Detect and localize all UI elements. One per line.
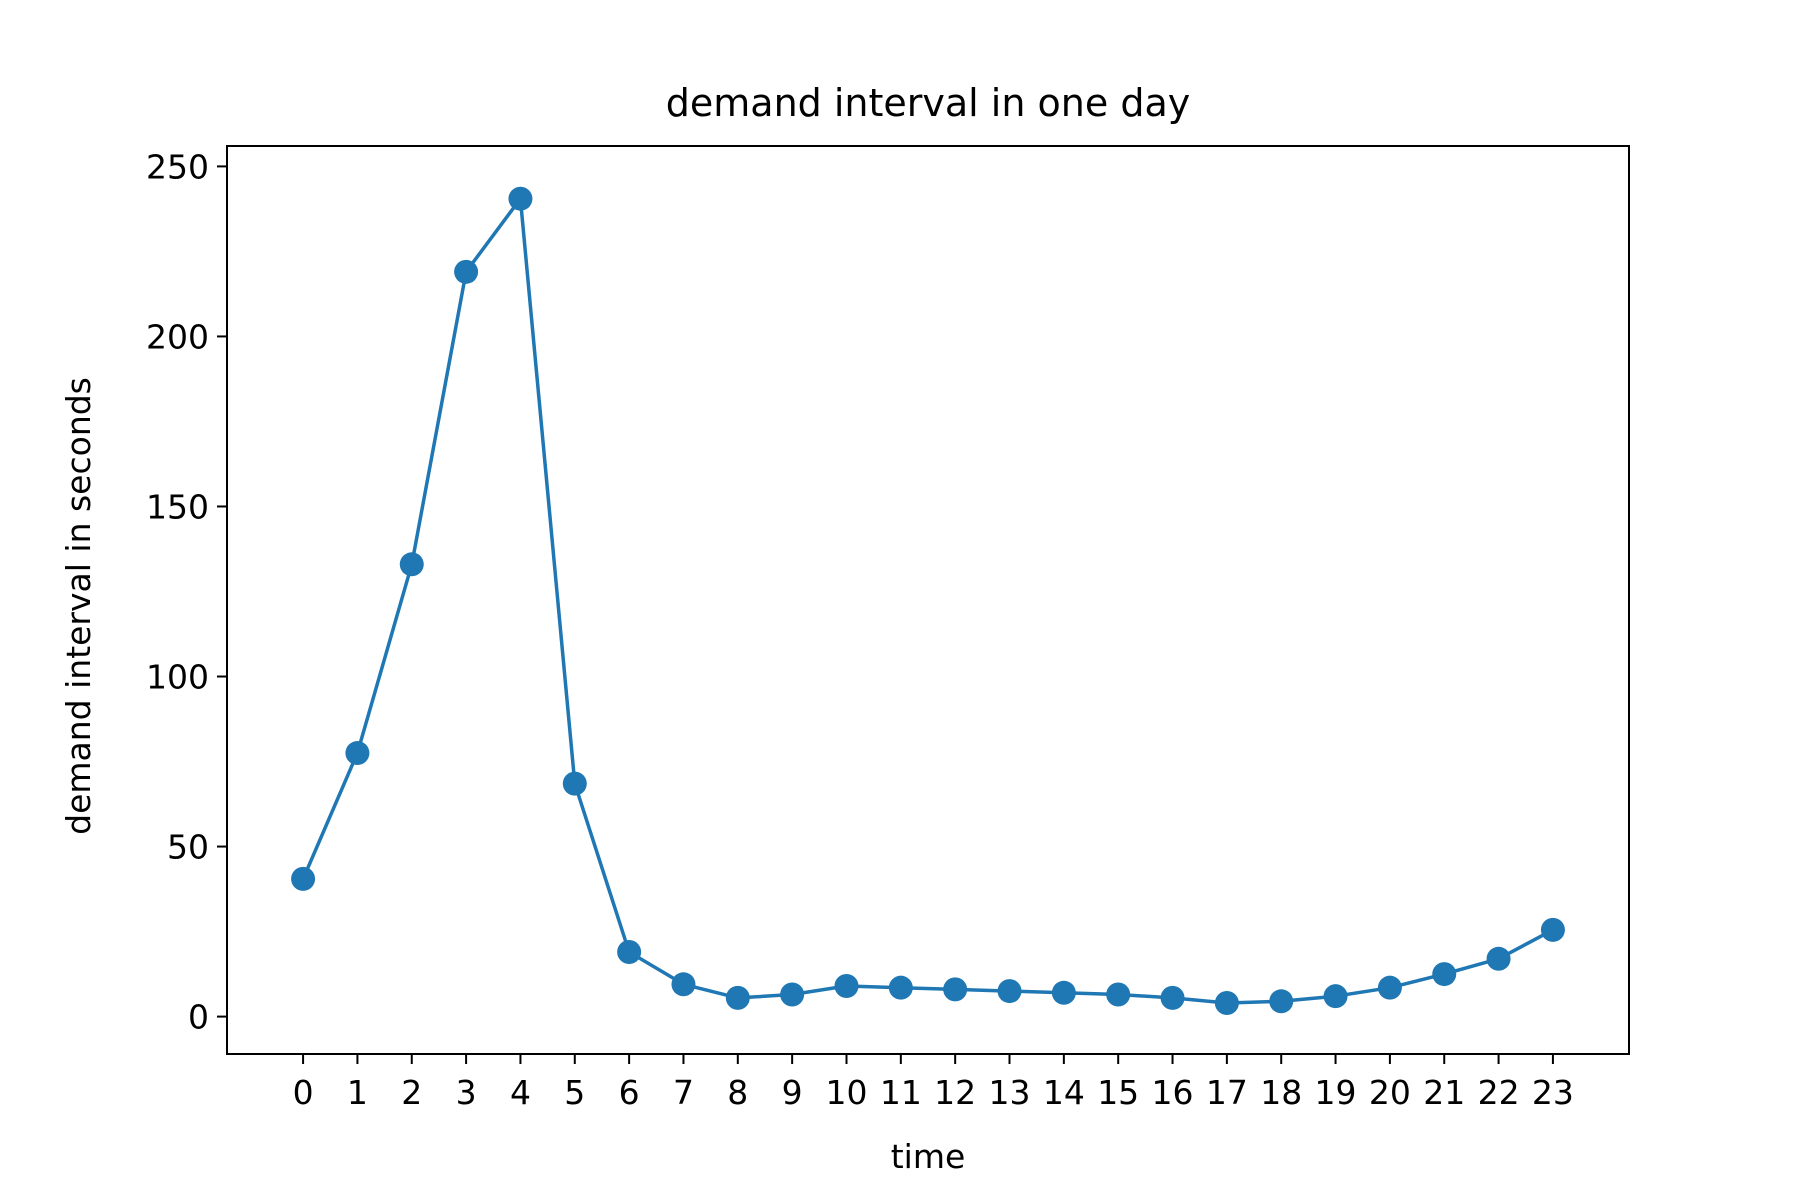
data-point	[725, 985, 750, 1010]
y-axis: 0 50 100 150 200 250	[146, 147, 227, 1037]
x-tick-label: 12	[934, 1073, 976, 1112]
x-tick-label: 0	[293, 1073, 314, 1112]
data-point	[671, 972, 696, 997]
data-point	[780, 982, 805, 1007]
data-point	[1432, 962, 1457, 987]
x-tick-label: 6	[619, 1073, 640, 1112]
x-tick-label: 23	[1532, 1073, 1574, 1112]
y-tick-label: 250	[146, 147, 209, 186]
x-tick-label: 8	[727, 1073, 748, 1112]
data-point	[1051, 980, 1076, 1005]
data-point	[1377, 975, 1402, 1000]
data-point	[617, 939, 642, 964]
data-point	[1540, 917, 1565, 942]
y-tick-label: 50	[167, 828, 209, 867]
data-point	[454, 259, 479, 284]
x-tick-label: 15	[1097, 1073, 1139, 1112]
x-tick-label: 3	[456, 1073, 477, 1112]
series-line	[301, 196, 1554, 1005]
data-point	[834, 973, 859, 998]
data-point	[562, 771, 587, 796]
data-point	[508, 186, 533, 211]
x-tick-label: 20	[1369, 1073, 1411, 1112]
data-point	[1106, 982, 1131, 1007]
x-tick-label: 13	[989, 1073, 1031, 1112]
data-point	[291, 866, 316, 891]
data-point	[888, 975, 913, 1000]
data-point	[1269, 989, 1294, 1014]
x-tick-label: 17	[1206, 1073, 1248, 1112]
x-tick-label: 5	[564, 1073, 585, 1112]
data-point	[1160, 985, 1185, 1010]
x-tick-label: 19	[1315, 1073, 1357, 1112]
chart-title: demand interval in one day	[666, 81, 1190, 125]
x-tick-label: 1	[347, 1073, 368, 1112]
data-point	[399, 552, 424, 577]
x-tick-label: 16	[1152, 1073, 1194, 1112]
y-axis-label: demand interval in seconds	[59, 377, 98, 835]
x-tick-label: 14	[1043, 1073, 1085, 1112]
data-point	[345, 741, 370, 766]
x-tick-label: 22	[1478, 1073, 1520, 1112]
x-tick-label: 11	[880, 1073, 922, 1112]
data-point	[997, 979, 1022, 1004]
x-tick-label: 4	[510, 1073, 531, 1112]
y-tick-label: 100	[146, 658, 209, 697]
x-tick-label: 10	[825, 1073, 867, 1112]
x-tick-label: 21	[1423, 1073, 1465, 1112]
data-point	[1214, 990, 1239, 1015]
x-tick-label: 9	[782, 1073, 803, 1112]
x-tick-label: 7	[673, 1073, 694, 1112]
data-point	[1323, 984, 1348, 1009]
data-point	[1486, 946, 1511, 971]
y-tick-label: 0	[188, 998, 209, 1037]
x-tick-label: 2	[401, 1073, 422, 1112]
x-axis: 0 1 2 3 4 5 6 7 8 9 10 11 12 13 14 15 16 17 18 19 20 21 22 23	[293, 1054, 1574, 1112]
x-tick-label: 18	[1260, 1073, 1302, 1112]
data-point	[943, 977, 968, 1002]
y-tick-label: 200	[146, 317, 209, 356]
x-axis-label: time	[891, 1137, 966, 1176]
plot-area-frame	[226, 145, 1630, 1055]
series-layer	[291, 186, 1565, 1015]
y-tick-label: 150	[146, 487, 209, 526]
